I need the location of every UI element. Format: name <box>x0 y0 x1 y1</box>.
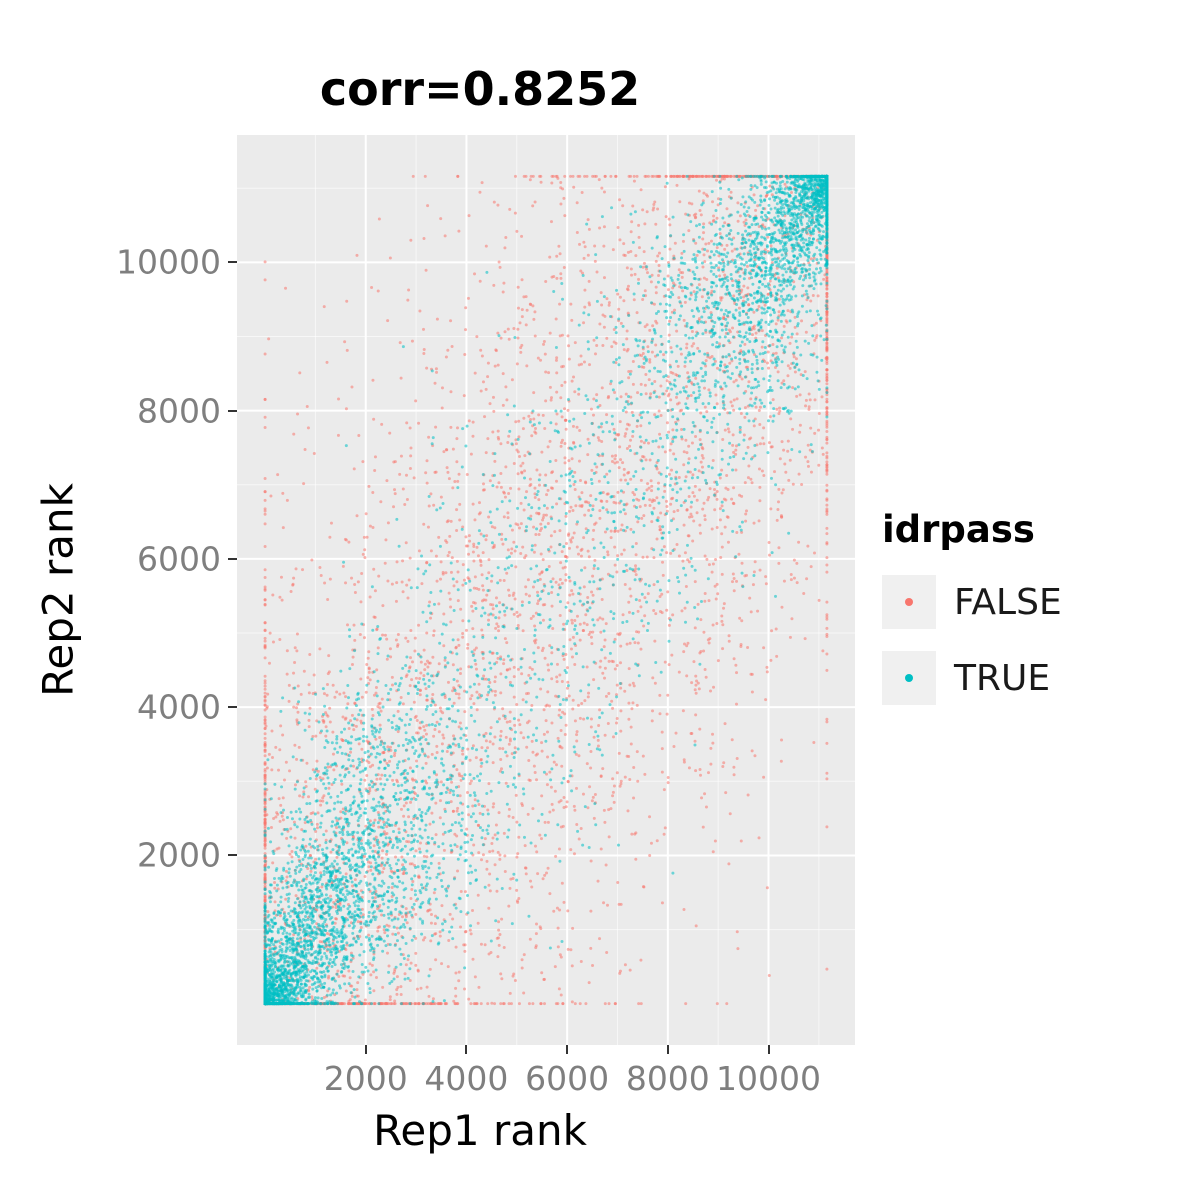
y-tick-mark <box>228 409 237 412</box>
x-tick-mark <box>767 1045 770 1054</box>
true-point-swatch <box>905 674 913 682</box>
plot-title: corr=0.8252 <box>319 62 641 116</box>
false-point-swatch <box>905 598 913 606</box>
y-tick-label: 4000 <box>137 687 221 727</box>
y-tick-label: 10000 <box>116 242 221 282</box>
x-tick-label: 4000 <box>424 1059 509 1098</box>
y-axis-title: Rep2 rank <box>33 483 83 697</box>
x-tick-mark <box>666 1045 669 1054</box>
y-tick-mark <box>228 557 237 560</box>
x-tick-mark <box>465 1045 468 1054</box>
x-tick-label: 2000 <box>323 1059 408 1098</box>
y-tick-mark <box>228 706 237 709</box>
x-tick-label: 6000 <box>525 1059 610 1098</box>
x-tick-label: 8000 <box>625 1059 710 1098</box>
x-tick-mark <box>364 1045 367 1054</box>
y-tick-mark <box>228 261 237 264</box>
x-tick-label: 10000 <box>716 1059 821 1098</box>
legend-key-true <box>882 651 936 705</box>
legend-entry-false: FALSE <box>882 575 1062 629</box>
x-tick-mark <box>566 1045 569 1054</box>
y-tick-label: 6000 <box>137 539 221 579</box>
legend-label-false: FALSE <box>954 581 1062 623</box>
y-tick-label: 8000 <box>137 391 221 431</box>
y-tick-mark <box>228 854 237 857</box>
legend-entry-true: TRUE <box>882 651 1062 705</box>
plot-panel <box>237 135 855 1045</box>
scatter-canvas <box>237 135 855 1045</box>
legend-key-false <box>882 575 936 629</box>
legend: idrpass FALSE TRUE <box>882 508 1062 727</box>
legend-label-true: TRUE <box>954 657 1051 699</box>
y-tick-label: 2000 <box>137 835 221 875</box>
x-axis-title: Rep1 rank <box>373 1106 587 1155</box>
legend-title: idrpass <box>882 508 1035 551</box>
